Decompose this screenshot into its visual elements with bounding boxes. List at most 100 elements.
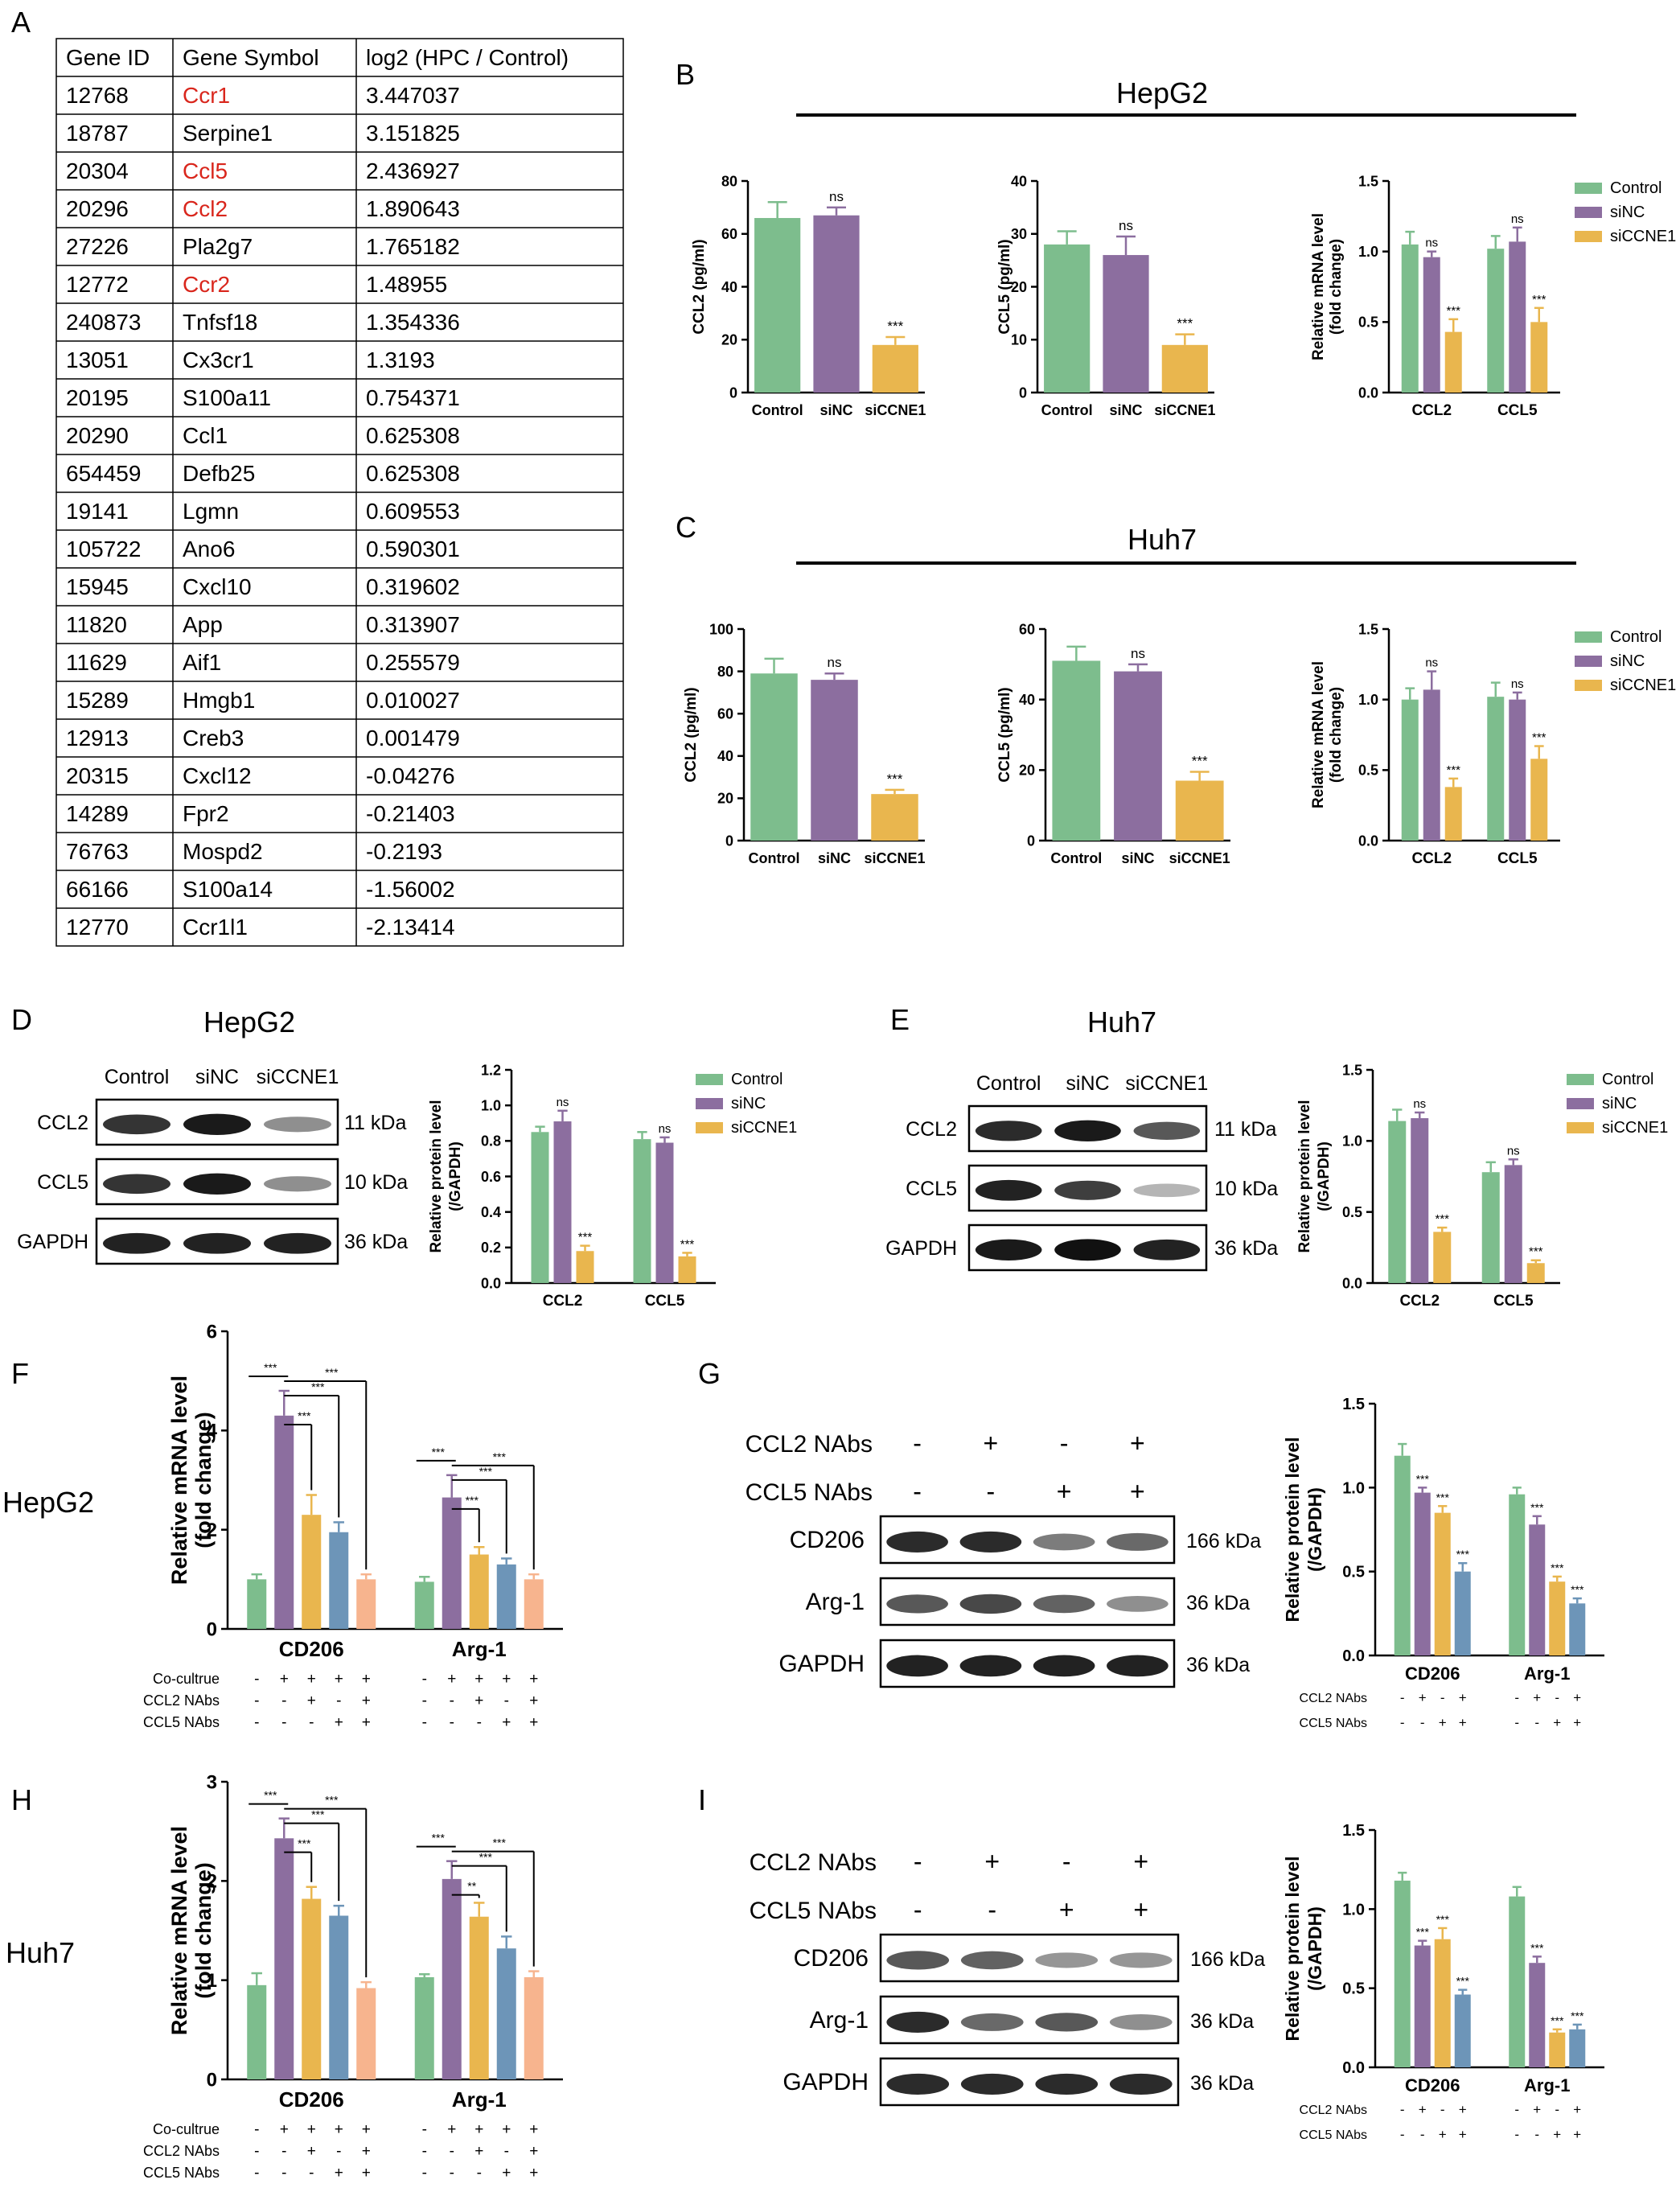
gene-id-cell: 19141 [66,499,129,524]
protein-band [975,1121,1042,1141]
condition-sign: + [529,2165,538,2182]
gene-symbol-cell: Hmgb1 [183,688,255,713]
bar-Arg-1-s4 [1569,1603,1586,1655]
y-tick-label: 60 [717,706,733,722]
significance-label: *** [432,1446,446,1458]
condition-sign: + [1533,1690,1541,1705]
log2-cell: 0.590301 [366,537,460,561]
gene-symbol-cell: Lgmn [183,499,239,524]
treatment-sign: + [984,1847,1000,1876]
y-tick-label: 0.8 [481,1133,501,1149]
bar-CCL5-siNC [1504,1165,1522,1283]
condition-sign: - [254,2121,259,2138]
y-tick-label: 1.5 [1342,1062,1362,1078]
lane-label: siCCNE1 [257,1066,339,1088]
panel-letter-D: D [11,1003,32,1036]
y-tick-label: 0.5 [1358,315,1378,331]
gene-symbol-cell: S100a14 [183,877,273,902]
blot-size-label: 36 kDa [1190,2010,1254,2033]
y-tick-label: 20 [721,332,737,348]
bar-CCL5-siCCNE1 [678,1256,696,1283]
treatment-sign: + [1057,1477,1072,1506]
condition-label: CCL2 NAbs [1300,1692,1367,1705]
y-tick-label: 4 [207,1421,218,1442]
x-tick-label: siCCNE1 [864,850,925,866]
bar-CD206-s4 [329,1915,349,2079]
log2-cell: 3.447037 [366,83,460,108]
blot-row-label: Arg-1 [806,1589,865,1615]
condition-sign: + [335,2165,343,2182]
treatment-sign: - [914,1895,922,1924]
significance-label: *** [1456,1975,1470,1988]
legend-swatch [696,1074,723,1085]
y-axis-label: CCL5 (pg/ml) [996,687,1013,782]
log2-cell: 2.436927 [366,158,460,183]
y-axis-label: Relative protein level [1282,1437,1303,1622]
bar-CD206-s4 [1454,1571,1471,1655]
legend-label: siCCNE1 [1610,228,1676,245]
gene-id-cell: 20304 [66,158,129,183]
condition-sign: - [1400,2102,1405,2117]
x-tick-label: siCCNE1 [1154,402,1215,418]
gene-id-cell: 11629 [66,650,127,675]
treatment-sign: + [1130,1477,1145,1506]
gene-symbol-cell: Pla2g7 [183,234,253,259]
significance-label: ns [659,1122,672,1136]
significance-label: *** [1530,1501,1544,1514]
protein-band [103,1174,170,1195]
gene-symbol-cell: Cxcl12 [183,763,252,788]
x-tick-label: CCL2 [543,1293,583,1310]
gene-symbol-cell: Creb3 [183,726,244,751]
legend-label: siCCNE1 [1610,677,1676,694]
blot-size-label: 36 kDa [1190,2072,1254,2095]
bar-CD206-s2 [274,1415,294,1629]
significance-label: *** [479,1851,493,1864]
condition-sign: - [504,1692,509,1709]
condition-sign: - [477,1714,482,1731]
y-axis-label: CCL5 (pg/ml) [996,239,1013,334]
y-tick-label: 1 [207,1970,217,1992]
condition-sign: + [362,1692,371,1709]
significance-label: *** [1436,1491,1450,1503]
legend-label: siNC [731,1095,766,1112]
bar-Arg-1-s4 [496,1948,516,2079]
condition-sign: - [1440,1690,1445,1705]
blot-row-label: CCL5 [37,1171,88,1194]
log2-cell: 1.765182 [366,234,460,259]
bar-CCL5-siNC [655,1142,674,1283]
y-tick-label: 0.0 [1358,833,1378,849]
condition-sign: + [307,2143,316,2160]
significance-label: *** [1551,1561,1564,1574]
bar-siCCNE1 [871,794,918,841]
y-axis-label: (fold change) [191,1862,216,1999]
condition-sign: + [1573,1715,1581,1730]
blot-row-label: GAPDH [885,1237,957,1260]
log2-cell: 0.010027 [366,688,460,713]
bar-CCL2-siNC [1411,1118,1429,1283]
significance-label: *** [432,1832,446,1844]
row-label-hepg2: HepG2 [2,1486,94,1519]
condition-sign: + [1459,1690,1467,1705]
lane-label: siNC [195,1066,239,1088]
y-tick-label: 3 [207,1771,217,1793]
gene-id-cell: 18787 [66,121,129,146]
condition-sign: - [1514,2102,1519,2117]
log2-cell: 1.48955 [366,272,447,297]
lane-label: siCCNE1 [1125,1072,1208,1095]
bar-CD206-s3 [302,1515,322,1629]
x-tick-label: siCCNE1 [1169,850,1230,866]
panel-letter-E: E [890,1003,910,1036]
section-title: HepG2 [1116,76,1208,109]
panel-letter-H: H [11,1783,32,1816]
legend-label: siCCNE1 [1602,1119,1668,1137]
y-axis-label: (fold change) [1328,239,1345,335]
legend-label: Control [1610,179,1662,197]
gene-id-cell: 12770 [66,915,129,940]
bar-Arg-1-s3 [469,1554,489,1629]
y-tick-label: 1.0 [1342,1133,1362,1149]
y-tick-label: 0.4 [481,1204,501,1220]
gene-id-cell: 14289 [66,801,129,826]
condition-sign: - [254,1714,259,1731]
legend-swatch [696,1098,723,1109]
significance-label: *** [1446,304,1460,318]
